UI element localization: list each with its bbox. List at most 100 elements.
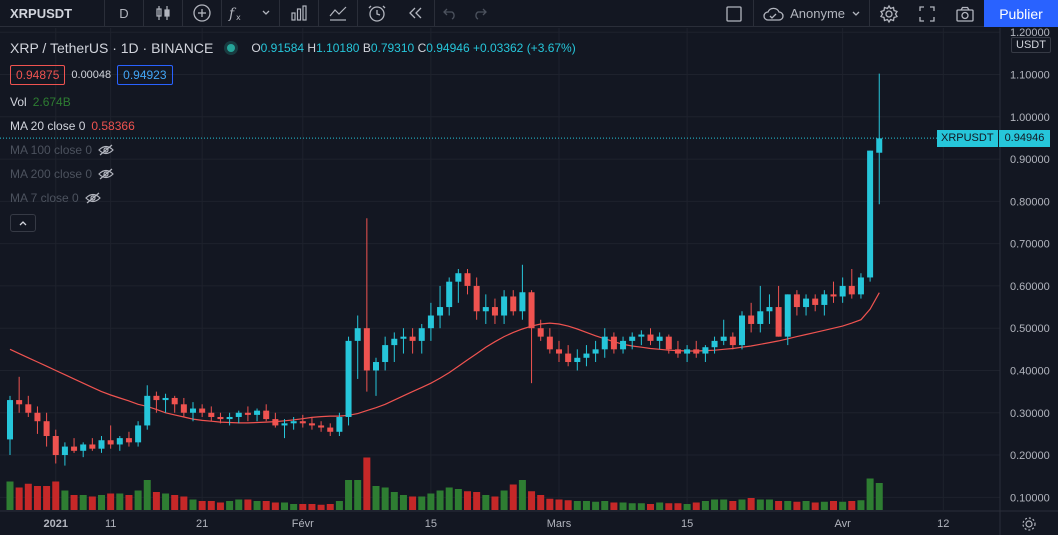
ma20-indicator[interactable]: MA 20 close 0 0.58366 — [10, 114, 576, 138]
candle — [52, 429, 59, 464]
collapse-legend-button[interactable] — [10, 214, 36, 232]
candle-body — [867, 150, 874, 278]
interval-button[interactable]: D — [119, 5, 129, 21]
sell-price-box[interactable]: 0.94875 — [10, 65, 66, 85]
layout-square-icon[interactable] — [715, 0, 753, 27]
toolbar-divider — [357, 0, 358, 27]
candle — [144, 385, 151, 430]
volume-bar — [647, 504, 654, 510]
volume-bar — [692, 502, 700, 510]
currency-badge[interactable]: USDT — [1011, 37, 1051, 53]
candle — [684, 345, 691, 363]
redo-icon[interactable] — [465, 0, 495, 27]
candle-body — [437, 307, 444, 316]
candle — [464, 269, 471, 295]
time-tick-label: 2021 — [44, 518, 68, 530]
candle — [620, 336, 627, 354]
chevron-down-icon[interactable] — [252, 0, 279, 27]
candle-body — [565, 353, 572, 363]
buy-price-box[interactable]: 0.94923 — [117, 65, 173, 85]
eye-hidden-icon[interactable] — [98, 144, 114, 156]
volume-bar — [180, 496, 188, 510]
svg-text:f: f — [228, 6, 237, 22]
volume-bar — [445, 487, 453, 510]
candle-body — [766, 307, 773, 312]
settings-gear-icon[interactable] — [870, 0, 908, 27]
candle — [739, 311, 745, 350]
candle-body — [848, 285, 855, 295]
volume-bar — [290, 504, 298, 510]
candle — [848, 269, 855, 299]
volume-bar — [409, 496, 417, 510]
templates-icon[interactable] — [319, 0, 357, 27]
axis-settings-gear-icon[interactable] — [1022, 517, 1036, 531]
candle — [546, 328, 553, 354]
undo-icon[interactable] — [435, 0, 465, 27]
volume-indicator[interactable]: Vol 2.674B — [10, 90, 576, 114]
candle — [729, 332, 736, 350]
candle — [711, 336, 718, 354]
candle — [537, 319, 544, 341]
volume-bar — [390, 492, 398, 510]
eye-hidden-icon[interactable] — [98, 168, 114, 180]
chart-type-candles-icon[interactable] — [144, 0, 182, 27]
replay-rewind-icon[interactable] — [396, 0, 434, 27]
volume-bar — [738, 499, 746, 510]
candle-body — [720, 336, 727, 341]
snapshot-camera-icon[interactable] — [946, 0, 984, 27]
volume-bar — [674, 503, 682, 510]
price-tick-label: 0.80000 — [1010, 196, 1050, 208]
financials-icon[interactable] — [280, 0, 318, 27]
publish-button[interactable]: Publier — [984, 0, 1058, 27]
candle — [775, 285, 782, 337]
volume-bar — [52, 481, 60, 510]
price-chart[interactable]: 1.20000 1.10000 1.00000 0.90000 0.80000 0.700… — [0, 28, 1058, 535]
candle-body — [382, 345, 389, 363]
volume-bar — [134, 490, 142, 510]
candle — [171, 395, 178, 413]
volume-bar — [573, 501, 581, 510]
alert-clock-icon[interactable] — [358, 0, 396, 27]
volume-bar — [399, 495, 407, 510]
symbol-title[interactable]: XRP / TetherUS · 1D · BINANCE — [10, 40, 214, 56]
volume-bar — [784, 501, 792, 510]
ma100-indicator[interactable]: MA 100 close 0 — [10, 138, 576, 162]
price-tick-label: 1.00000 — [1010, 112, 1050, 124]
compare-add-icon[interactable] — [183, 0, 221, 27]
volume-bar — [610, 502, 618, 510]
candle-body — [281, 423, 288, 426]
candle-body — [34, 412, 41, 422]
candle — [107, 425, 114, 449]
last-price-label: XRPUSDT 0.94946 — [937, 130, 1051, 148]
ma7-indicator[interactable]: MA 7 close 0 — [10, 186, 576, 210]
candle-body — [263, 410, 270, 420]
volume-bar — [299, 504, 307, 510]
spread-value: 0.00048 — [71, 69, 112, 81]
user-menu-button[interactable]: Anonyme — [754, 0, 869, 27]
volume-bar — [857, 500, 865, 510]
candle-body — [162, 397, 169, 401]
toolbar-divider — [143, 0, 144, 27]
market-status-dot-icon — [227, 44, 236, 52]
fullscreen-icon[interactable] — [908, 0, 946, 27]
price-tick-label: 0.30000 — [1010, 408, 1050, 420]
volume-bar — [601, 501, 609, 510]
volume-bar — [875, 483, 883, 510]
chart-legend: XRP / TetherUS · 1D · BINANCE O0.91584 H… — [10, 38, 576, 232]
volume-bar — [354, 480, 362, 510]
volume-bar — [33, 486, 41, 510]
candle — [125, 431, 132, 447]
ma200-label: MA 200 close 0 — [10, 167, 93, 181]
symbol-search-button[interactable]: XRPUSDT — [0, 0, 105, 27]
ma200-indicator[interactable]: MA 200 close 0 — [10, 162, 576, 186]
volume-bar — [308, 504, 316, 510]
candle-body — [208, 412, 215, 417]
price-tick-label: 0.60000 — [1010, 281, 1050, 293]
volume-bar — [473, 492, 481, 510]
candle — [876, 73, 883, 205]
eye-hidden-icon[interactable] — [84, 192, 101, 204]
candle-body — [52, 436, 59, 456]
volume-bar — [15, 487, 23, 510]
